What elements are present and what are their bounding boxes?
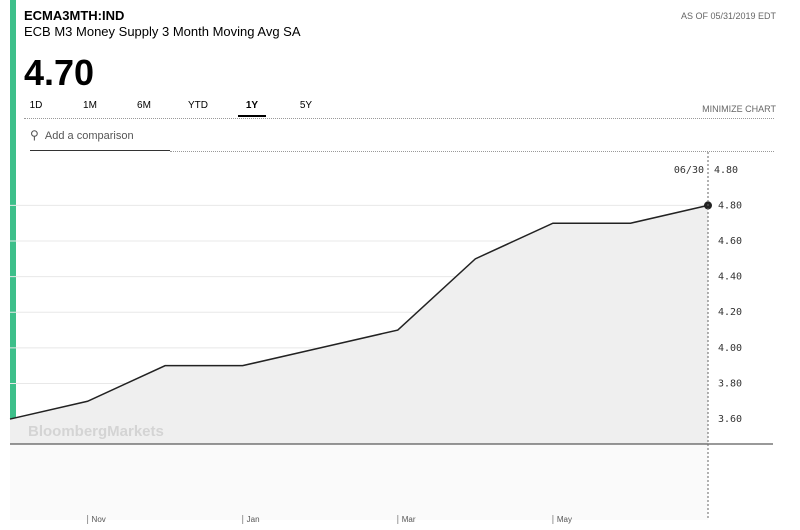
y-tick-label: 4.20 (718, 307, 742, 318)
price: 4.70 (24, 52, 95, 93)
y-tick-label: 4.80 (718, 200, 742, 211)
range-tab[interactable]: 1Y (238, 100, 266, 117)
y-tick-label: 4.00 (718, 343, 742, 354)
range-tab[interactable]: 6M (137, 100, 151, 111)
x-tick-label: Mar (402, 515, 416, 524)
y-tick-label: 4.40 (718, 272, 742, 283)
x-tick-label: May (557, 515, 572, 524)
divider (24, 118, 774, 119)
comparison-input[interactable]: ⚲ Add a comparison (30, 128, 170, 151)
x-tick-label: Nov (92, 515, 106, 524)
ticker: ECMA3MTH:IND (24, 8, 125, 23)
accent-bar (10, 0, 16, 520)
range-tab[interactable]: YTD (188, 100, 208, 111)
minimize-chart[interactable]: MINIMIZE CHART (702, 104, 776, 114)
range-tab[interactable]: 1D (29, 100, 43, 111)
lower-panel (10, 444, 708, 520)
range-tab[interactable]: 5Y (299, 100, 313, 111)
line (9, 204, 709, 420)
crosshair-value: 4.80 (714, 165, 738, 176)
area-fill (10, 205, 708, 444)
as-of: AS OF 05/31/2019 EDT (680, 11, 776, 21)
security-name: ECB M3 Money Supply 3 Month Moving Avg S… (24, 24, 301, 39)
crosshair-date: 06/30 (674, 165, 704, 176)
range-tab[interactable]: 1M (83, 100, 97, 111)
y-tick-label: 3.60 (718, 414, 742, 425)
y-tick-label: 3.80 (718, 378, 742, 389)
divider (170, 151, 774, 152)
comparison-placeholder: Add a comparison (44, 130, 134, 142)
watermark: BloombergMarkets (28, 423, 164, 440)
y-tick-label: 4.60 (718, 236, 742, 247)
x-tick-label: Jan (247, 515, 260, 524)
